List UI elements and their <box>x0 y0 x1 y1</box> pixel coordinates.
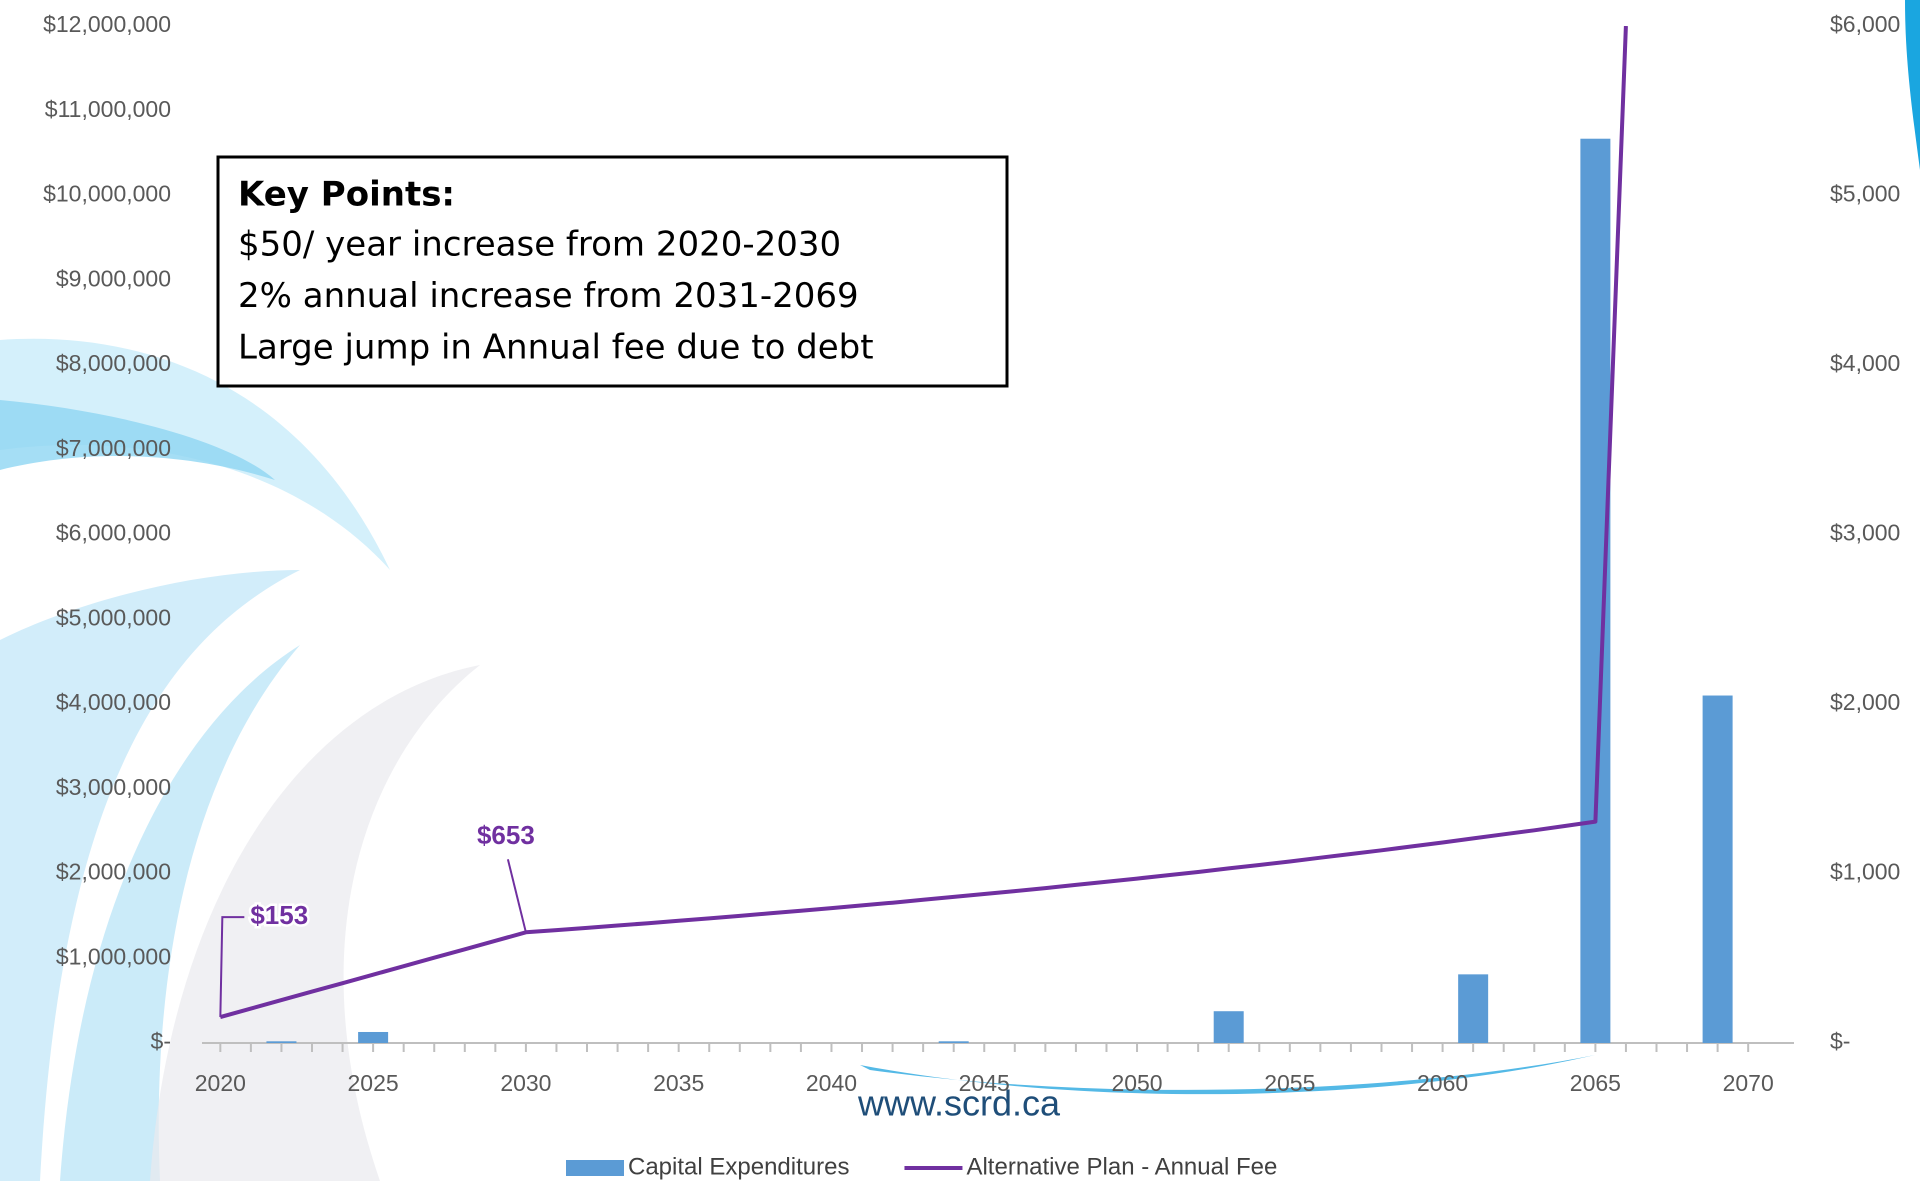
y2-tick-label: $3,000 <box>1830 520 1900 546</box>
x-tick-label: 2030 <box>500 1070 551 1096</box>
y-tick-label: $8,000,000 <box>56 350 171 376</box>
y2-tick-label: $6,000 <box>1830 11 1900 37</box>
legend-label: Capital Expenditures <box>628 1153 849 1180</box>
y-tick-label: $3,000,000 <box>56 774 171 800</box>
bar <box>1702 695 1733 1043</box>
key-points-title: Key Points: <box>238 175 455 215</box>
x-tick-label: 2035 <box>653 1070 704 1096</box>
fee-line <box>219 26 1628 1020</box>
value-label: $653 <box>477 820 535 850</box>
x-tick-label: 2045 <box>959 1070 1010 1096</box>
y-tick-label: $1,000,000 <box>56 943 171 969</box>
leader-line <box>219 916 245 1018</box>
y-tick-label: $- <box>151 1028 171 1054</box>
y-tick-label: $10,000,000 <box>43 181 171 207</box>
bar <box>266 1041 297 1043</box>
y-tick-label: $12,000,000 <box>43 11 171 37</box>
y-tick-label: $6,000,000 <box>56 520 171 546</box>
bar <box>938 1041 969 1043</box>
x-tick-label: 2055 <box>1264 1070 1315 1096</box>
y2-tick-label: $- <box>1830 1028 1850 1054</box>
leader-line <box>506 859 527 933</box>
y2-tick-label: $2,000 <box>1830 689 1900 715</box>
key-point: Large jump in Annual fee due to debt <box>238 328 874 368</box>
y-tick-label: $2,000,000 <box>56 859 171 885</box>
website: www.scrd.ca <box>857 1083 1061 1124</box>
y2-tick-label: $1,000 <box>1830 859 1900 885</box>
y-tick-label: $9,000,000 <box>56 265 171 291</box>
y2-tick-label: $4,000 <box>1830 350 1900 376</box>
x-tick-label: 2040 <box>806 1070 857 1096</box>
y2-tick-label: $5,000 <box>1830 181 1900 207</box>
legend-swatch <box>566 1160 624 1176</box>
key-point: 2% annual increase from 2031-2069 <box>238 276 859 316</box>
key-points-box <box>216 155 1009 388</box>
legend-label: Alternative Plan - Annual Fee <box>966 1153 1277 1180</box>
x-tick-label: 2065 <box>1570 1070 1621 1096</box>
key-point: $50/ year increase from 2020-2030 <box>238 225 841 265</box>
bar <box>1213 1011 1244 1043</box>
bar <box>358 1031 389 1043</box>
x-tick-label: 2060 <box>1417 1070 1468 1096</box>
bar <box>1458 974 1489 1043</box>
y-tick-label: $5,000,000 <box>56 604 171 630</box>
x-tick-label: 2025 <box>348 1070 399 1096</box>
x-tick-label: 2070 <box>1723 1070 1774 1096</box>
y-tick-label: $11,000,000 <box>45 96 171 122</box>
x-tick-label: 2020 <box>195 1070 246 1096</box>
value-label: $153 <box>250 900 308 930</box>
y-tick-label: $7,000,000 <box>56 435 171 461</box>
x-tick-label: 2050 <box>1111 1070 1162 1096</box>
y-tick-label: $4,000,000 <box>56 689 171 715</box>
